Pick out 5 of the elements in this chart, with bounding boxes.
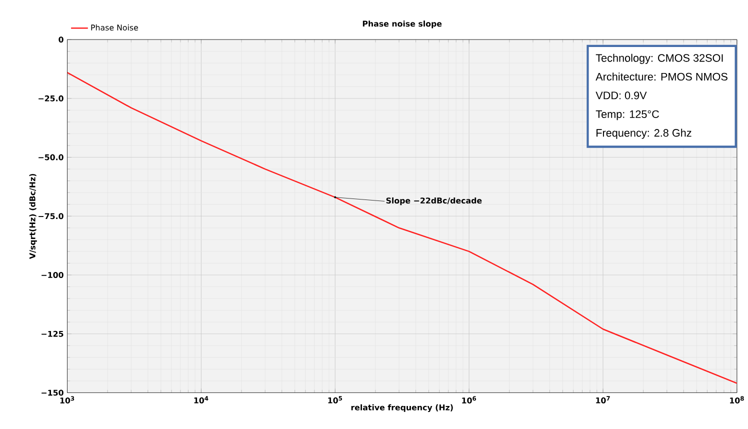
annotation: Frequency: 2.8 Ghz: [596, 128, 692, 139]
annotation: Architecture: PMOS NMOS: [596, 72, 728, 80]
annotation: VDD: 0.9V: [596, 91, 647, 100]
annotation: Temp: 125°C: [596, 110, 659, 120]
annotation: Technology: CMOS 32SOI: [596, 54, 723, 64]
